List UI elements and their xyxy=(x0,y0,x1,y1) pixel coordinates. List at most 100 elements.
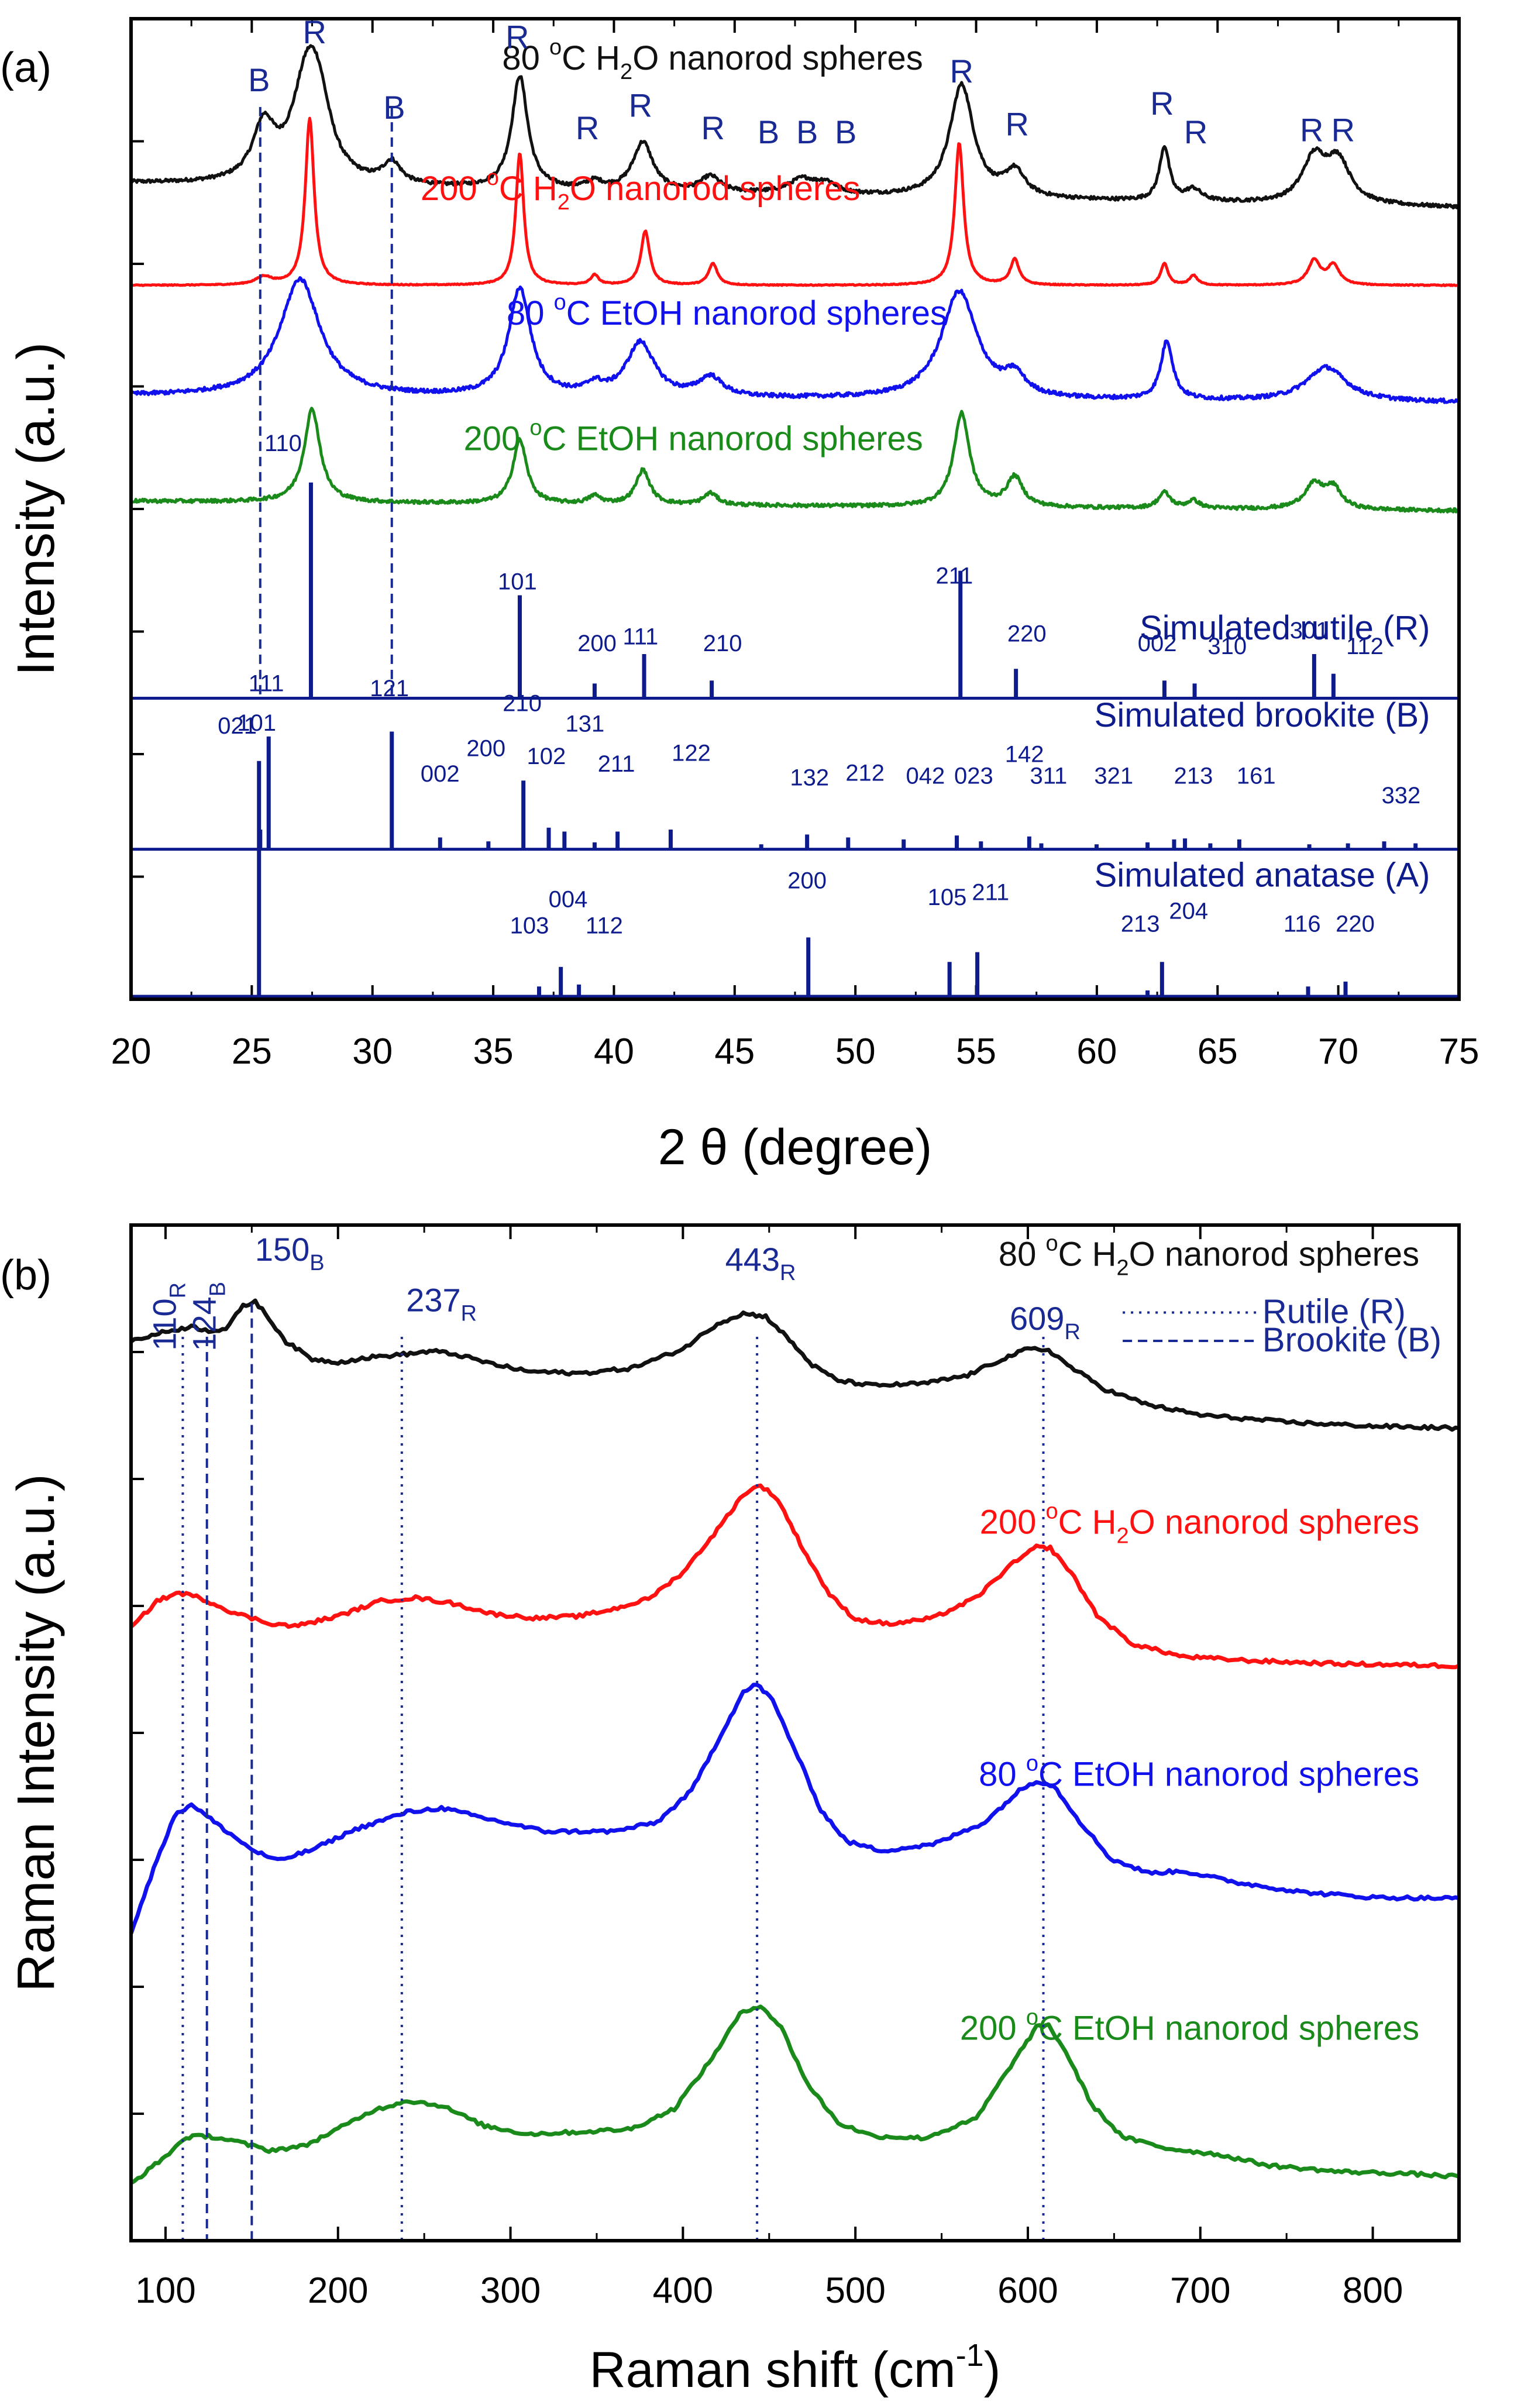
x-tick-label: 40 xyxy=(594,1031,634,1072)
peak-letter: B xyxy=(758,113,779,150)
peak-letter: R xyxy=(1150,85,1174,122)
hkl-label: 211 xyxy=(598,751,635,777)
y-axis-label: Intensity (a.u.) xyxy=(7,342,66,676)
peak-letter: R xyxy=(1331,112,1355,149)
plot-frame xyxy=(129,1223,1461,2242)
x-tick-label: 70 xyxy=(1318,1031,1358,1072)
peak-letter: R xyxy=(505,18,529,55)
series-line-1 xyxy=(130,116,1459,287)
hkl-label: 211 xyxy=(972,880,1009,906)
hkl-label: 213 xyxy=(1174,763,1213,789)
hkl-label: 132 xyxy=(790,765,829,791)
hkl-label: 311 xyxy=(1030,763,1067,789)
hkl-label: 332 xyxy=(1382,783,1421,809)
hkl-label: 212 xyxy=(845,760,885,786)
x-tick-label: 100 xyxy=(135,2271,195,2311)
hkl-label: 220 xyxy=(1336,911,1375,937)
hkl-label: 310 xyxy=(1207,634,1247,659)
raman-peak-label: 443R xyxy=(725,1241,796,1285)
x-tick-label: 400 xyxy=(653,2271,713,2311)
series-label: 80 oC H2O nanorod spheres xyxy=(502,35,923,84)
peak-letter: B xyxy=(248,61,270,98)
hkl-label: 102 xyxy=(527,744,566,769)
raman-peak-label: 237R xyxy=(406,1282,477,1326)
series-label: 80 oC H2O nanorod spheres xyxy=(999,1231,1419,1280)
x-tick-label: 700 xyxy=(1170,2271,1230,2311)
panel-label: (a) xyxy=(0,44,51,91)
hkl-label: 110 xyxy=(264,431,302,456)
hkl-label: 004 xyxy=(549,886,588,912)
hkl-label: 213 xyxy=(1121,911,1160,937)
x-tick-label: 50 xyxy=(835,1031,876,1072)
peak-letter: R xyxy=(950,53,973,90)
hkl-label: 204 xyxy=(1169,899,1208,924)
peak-letter: R xyxy=(576,109,599,146)
sim-pattern-name: Simulated rutile (R) xyxy=(1140,609,1430,647)
x-tick-label: 60 xyxy=(1076,1031,1117,1072)
hkl-label: 200 xyxy=(577,631,617,656)
hkl-label: 220 xyxy=(1007,621,1047,646)
x-tick-label: 300 xyxy=(480,2271,541,2311)
x-tick-label: 800 xyxy=(1343,2271,1403,2311)
sim-pattern-name: Simulated brookite (B) xyxy=(1095,696,1430,734)
hkl-label: 101 xyxy=(498,569,537,594)
legend-label: Rutile (R) xyxy=(1262,1292,1406,1330)
panel-b: (b) 100 200 300 400 500 600 700 800 Raman shift (… xyxy=(0,1223,1461,2398)
plot-frame xyxy=(129,17,1461,1001)
hkl-label: 121 xyxy=(370,676,409,701)
x-tick-label: 55 xyxy=(956,1031,996,1072)
x-tick-label: 45 xyxy=(714,1031,755,1072)
series-line-2 xyxy=(129,276,1460,404)
hkl-label: 002 xyxy=(1138,631,1177,656)
hkl-label: 210 xyxy=(503,690,542,716)
series-label: 80 oC EtOH nanorod spheres xyxy=(507,290,947,332)
series-line-2 xyxy=(129,1683,1460,1935)
raman-peak-label: 150B xyxy=(255,1231,325,1275)
hkl-label: 321 xyxy=(1094,763,1133,789)
hkl-label: 042 xyxy=(906,763,945,789)
hkl-label: 112 xyxy=(1346,634,1384,659)
panel-a: (a) 20 25 30 35 40 45 50 55 60 65 70 75 2 θ (degree) I… xyxy=(0,13,1479,1175)
hkl-label: 021 xyxy=(218,713,257,739)
hkl-label: 111 xyxy=(622,624,658,649)
x-tick-label: 20 xyxy=(111,1031,152,1072)
hkl-label: 002 xyxy=(421,761,460,787)
peak-letter: B xyxy=(796,113,818,150)
hkl-label: 161 xyxy=(1237,763,1276,789)
hkl-label: 112 xyxy=(586,913,623,939)
series-line-3 xyxy=(129,407,1460,514)
hkl-label: 103 xyxy=(510,913,549,939)
series-label: 200 oC EtOH nanorod spheres xyxy=(960,2005,1419,2047)
peak-letter: R xyxy=(701,109,724,146)
sim-pattern-name: Simulated anatase (A) xyxy=(1095,856,1430,894)
hkl-label: 211 xyxy=(936,563,973,589)
hkl-label: 122 xyxy=(672,741,711,766)
series-label: 200 oC H2O nanorod spheres xyxy=(421,166,861,215)
legend-label: Brookite (B) xyxy=(1262,1321,1441,1359)
raman-peak-label: 124B xyxy=(185,1282,230,1351)
peak-letter: B xyxy=(383,89,405,126)
x-tick-label: 600 xyxy=(997,2271,1058,2311)
hkl-label: 101 xyxy=(237,710,276,736)
series-line-3 xyxy=(130,2004,1460,2185)
x-tick-label: 25 xyxy=(232,1031,272,1072)
series-label: 200 oC H2O nanorod spheres xyxy=(980,1499,1420,1549)
peak-letter: R xyxy=(629,87,652,124)
x-axis-label: 2 θ (degree) xyxy=(658,1119,933,1175)
x-tick-label: 30 xyxy=(352,1031,393,1072)
y-axis-label: Raman Intensity (a.u.) xyxy=(7,1474,66,1991)
hkl-label: 116 xyxy=(1284,911,1321,937)
x-tick-label: 75 xyxy=(1439,1031,1479,1072)
x-tick-label: 35 xyxy=(473,1031,514,1072)
series-line-0 xyxy=(129,1298,1460,1432)
hkl-label: 200 xyxy=(787,868,827,894)
series-label: 200 oC EtOH nanorod spheres xyxy=(463,415,923,457)
hkl-label: 301 xyxy=(1290,618,1329,644)
peak-letter: R xyxy=(1005,105,1028,142)
peak-letter: B xyxy=(835,113,856,150)
hkl-label: 131 xyxy=(566,711,605,737)
x-tick-label: 65 xyxy=(1198,1031,1238,1072)
peak-letter: R xyxy=(1300,112,1323,149)
hkl-label: 210 xyxy=(703,631,742,656)
